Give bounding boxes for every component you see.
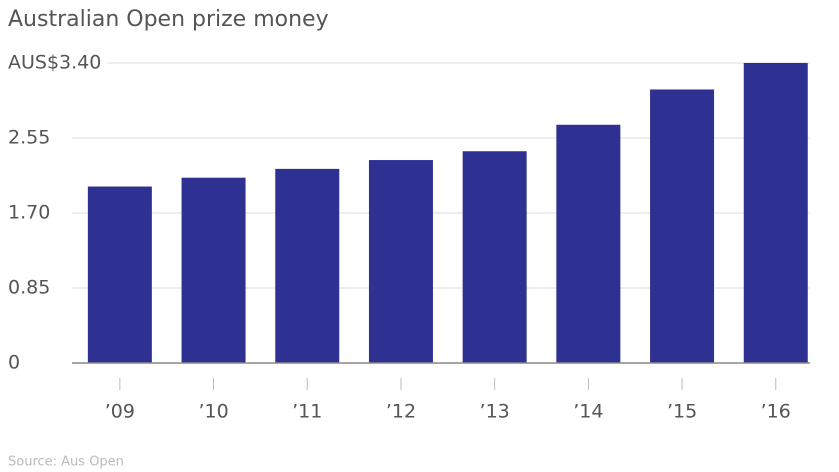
bar xyxy=(181,177,246,363)
x-tick-label: ’11 xyxy=(292,401,322,423)
bar xyxy=(87,186,152,363)
x-tick-label: ’16 xyxy=(761,401,791,423)
x-tick-label: ’14 xyxy=(573,401,603,423)
bar xyxy=(368,160,433,363)
x-tick-label: ’10 xyxy=(198,401,228,423)
y-tick-label: 0 xyxy=(8,352,20,374)
bar xyxy=(556,124,621,363)
x-tick-label: ’13 xyxy=(480,401,510,423)
y-tick-label: 2.55 xyxy=(8,127,50,149)
chart-title: Australian Open prize money xyxy=(8,7,329,32)
source-note: Source: Aus Open xyxy=(8,455,124,470)
bar xyxy=(650,89,715,364)
y-tick-label: AUS$3.40 xyxy=(8,52,101,74)
bar xyxy=(743,63,808,363)
x-tick-label: ’15 xyxy=(667,401,697,423)
y-tick-label: 0.85 xyxy=(8,277,50,299)
bar xyxy=(462,151,527,363)
x-tick-label: ’12 xyxy=(386,401,416,423)
x-tick-label: ’09 xyxy=(105,401,135,423)
y-tick-label: 1.70 xyxy=(8,202,50,224)
bar xyxy=(275,168,340,363)
